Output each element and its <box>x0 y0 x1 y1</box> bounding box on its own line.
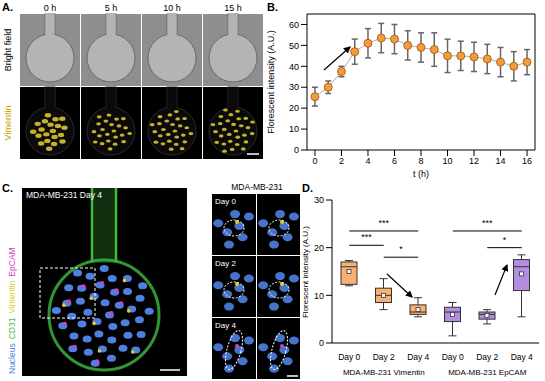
svg-text:0: 0 <box>294 145 299 155</box>
svg-text:Day 4: Day 4 <box>511 352 533 362</box>
svg-text:A.: A. <box>2 1 13 13</box>
svg-text:10 h: 10 h <box>163 3 181 13</box>
svg-text:Day 2: Day 2 <box>373 352 395 362</box>
svg-text:***: *** <box>361 232 372 242</box>
svg-text:MDA-MB-231: MDA-MB-231 <box>231 182 283 192</box>
svg-text:*: * <box>399 244 403 254</box>
svg-text:16: 16 <box>522 156 532 166</box>
svg-text:30: 30 <box>289 82 299 92</box>
svg-text:Day 2: Day 2 <box>215 259 236 268</box>
svg-text:0: 0 <box>312 156 317 166</box>
svg-text:NucleusCD31VimentinEpCAM: NucleusCD31VimentinEpCAM <box>7 247 17 374</box>
svg-text:B.: B. <box>267 1 278 13</box>
svg-text:0 h: 0 h <box>44 3 57 13</box>
svg-text:10: 10 <box>443 156 453 166</box>
svg-text:Day 0: Day 0 <box>338 352 360 362</box>
svg-text:MDA-MB-231 Day 4: MDA-MB-231 Day 4 <box>26 190 102 200</box>
svg-text:t (h): t (h) <box>413 169 429 179</box>
svg-text:30: 30 <box>314 195 324 205</box>
svg-text:C.: C. <box>2 182 13 194</box>
svg-text:20: 20 <box>289 103 299 113</box>
svg-text:5 h: 5 h <box>105 3 118 13</box>
svg-text:6: 6 <box>392 156 397 166</box>
svg-text:20: 20 <box>314 243 324 253</box>
svg-text:40: 40 <box>289 62 299 72</box>
svg-text:MDA-MB-231 EpCAM: MDA-MB-231 EpCAM <box>448 368 527 377</box>
svg-text:60: 60 <box>289 20 299 30</box>
svg-text:Day 0: Day 0 <box>442 352 464 362</box>
svg-text:2: 2 <box>339 156 344 166</box>
svg-text:Florescent intensity (A.U.): Florescent intensity (A.U.) <box>266 30 276 134</box>
svg-text:Vimentin: Vimentin <box>3 106 13 141</box>
svg-text:MDA-MB-231 Vimentin: MDA-MB-231 Vimentin <box>343 368 425 377</box>
svg-text:***: *** <box>378 218 389 228</box>
svg-text:50: 50 <box>289 41 299 51</box>
svg-text:Day 4: Day 4 <box>407 352 429 362</box>
svg-text:14: 14 <box>496 156 506 166</box>
svg-text:10: 10 <box>314 291 324 301</box>
svg-text:12: 12 <box>469 156 479 166</box>
svg-text:Day 0: Day 0 <box>215 197 236 206</box>
svg-text:8: 8 <box>418 156 423 166</box>
svg-text:Day 4: Day 4 <box>215 321 236 330</box>
svg-text:***: *** <box>482 218 493 228</box>
svg-text:D.: D. <box>302 182 313 194</box>
svg-text:0: 0 <box>319 338 324 348</box>
svg-text:Bright field: Bright field <box>3 29 13 72</box>
svg-text:*: * <box>503 235 507 245</box>
svg-text:10: 10 <box>289 124 299 134</box>
svg-text:Day 2: Day 2 <box>476 352 498 362</box>
svg-text:Florescent intensity (A.U.): Florescent intensity (A.U.) <box>301 226 310 318</box>
svg-text:4: 4 <box>365 156 370 166</box>
svg-text:15 h: 15 h <box>224 3 242 13</box>
